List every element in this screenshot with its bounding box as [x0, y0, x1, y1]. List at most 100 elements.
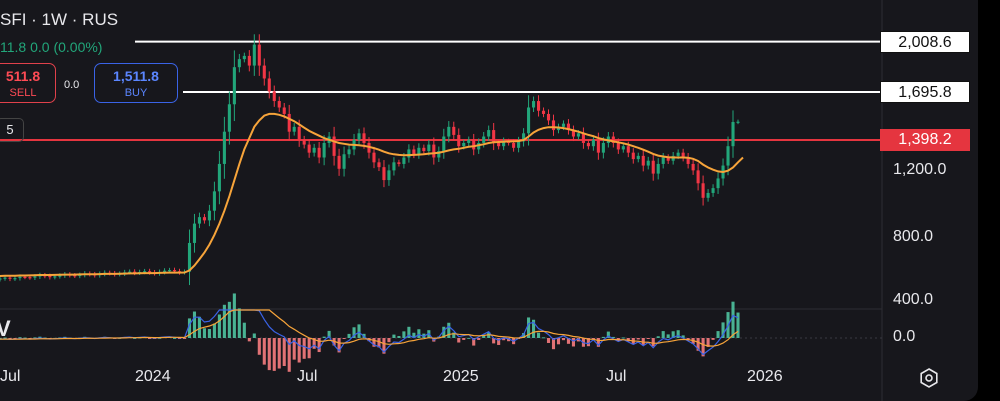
candle-body: [512, 142, 516, 148]
price-change: 11.8 0.0 (0.00%): [0, 39, 103, 55]
candle-body: [586, 142, 590, 147]
osc-histogram-bar: [716, 331, 720, 338]
osc-histogram-bar: [172, 337, 177, 339]
osc-histogram-bar: [197, 316, 202, 338]
moving-average-line: [0, 112, 744, 277]
osc-histogram-bar: [372, 338, 376, 347]
osc-histogram-bar: [18, 337, 22, 339]
candle-body: [58, 275, 62, 277]
candle-body: [581, 133, 585, 143]
osc-histogram-bar: [252, 333, 256, 338]
osc-histogram-bar: [611, 336, 615, 338]
osc-histogram-bar: [397, 335, 401, 338]
buy-price: 1,511.8: [113, 68, 159, 84]
candle-body: [522, 133, 526, 142]
candle-body: [133, 271, 137, 273]
osc-histogram-bar: [267, 338, 271, 371]
candle-body: [651, 160, 655, 174]
osc-histogram-bar: [212, 323, 216, 338]
candle-body: [636, 155, 640, 160]
candle-body: [502, 141, 506, 147]
candle-body: [427, 144, 431, 152]
candle-body: [362, 133, 366, 143]
candle-body: [23, 276, 27, 279]
osc-histogram-bar: [237, 308, 241, 338]
candle-body: [197, 217, 202, 224]
sell-price: 511.8: [5, 68, 41, 84]
osc-histogram-bar: [327, 330, 331, 338]
tv-logo-icon: V: [0, 316, 11, 341]
candle-body: [422, 147, 426, 152]
candle-body: [48, 276, 52, 278]
candle-body: [407, 149, 411, 158]
osc-histogram-bar: [621, 337, 625, 339]
candle-body: [551, 120, 556, 131]
candle-body: [192, 223, 197, 243]
spread-value: 0.0: [64, 79, 80, 91]
osc-histogram-bar: [676, 330, 680, 338]
osc-histogram-bar: [681, 335, 685, 338]
osc-histogram-bar: [287, 338, 291, 372]
candle-body: [148, 271, 152, 273]
osc-histogram-bar: [192, 311, 197, 338]
osc-histogram-bar: [457, 338, 461, 343]
y-tick-label: 400.0: [893, 291, 934, 308]
candle-body: [641, 155, 645, 166]
candle-body: [576, 133, 580, 137]
y-tick-label: 800.0: [893, 228, 934, 245]
candle-body: [8, 277, 12, 279]
candle-body: [217, 163, 221, 192]
candle-body: [487, 130, 491, 137]
osc-histogram-bar: [347, 333, 351, 338]
candle-body: [646, 160, 650, 166]
x-tick-label: Jul: [0, 368, 21, 385]
osc-histogram-bar: [0, 338, 2, 339]
candle-body: [257, 44, 261, 66]
candle-body: [222, 131, 226, 164]
candle-body: [591, 139, 595, 147]
osc-histogram-bar: [467, 337, 471, 339]
price-chart[interactable]: [0, 0, 978, 401]
candle-body: [681, 152, 685, 158]
osc-histogram-bar: [292, 338, 296, 360]
osc-histogram-bar: [272, 338, 276, 371]
candle-body: [342, 154, 346, 169]
osc-histogram-bar: [317, 338, 321, 353]
candle-body: [202, 217, 206, 221]
osc-histogram-bar: [606, 331, 610, 338]
candle-body: [716, 178, 720, 189]
osc-histogram-bar: [297, 338, 301, 363]
osc-histogram-bar: [651, 338, 655, 347]
candle-body: [53, 276, 57, 278]
osc-histogram-bar: [337, 338, 341, 353]
osc-histogram-bar: [711, 338, 715, 340]
osc-histogram-bar: [596, 338, 600, 347]
candle-body: [237, 59, 241, 68]
osc-histogram-bar: [342, 338, 346, 339]
y-tick-label: 1,200.0: [893, 161, 947, 178]
osc-histogram-bar: [661, 331, 665, 338]
candle-body: [0, 278, 2, 280]
candle-body: [656, 163, 660, 174]
osc-histogram-bar: [282, 338, 286, 367]
settings-gear-icon[interactable]: [919, 368, 939, 388]
osc-histogram-bar: [666, 334, 670, 338]
candle-body: [616, 142, 620, 150]
candle-body: [437, 151, 441, 158]
candle-body: [621, 146, 625, 150]
candle-body: [13, 278, 17, 280]
candle-body: [447, 126, 451, 137]
candle-body: [541, 110, 546, 114]
candle-body: [442, 136, 446, 152]
candle-body: [492, 130, 496, 143]
sell-button[interactable]: [0, 63, 56, 103]
osc-histogram-bar: [477, 338, 481, 340]
osc-histogram-bar: [33, 337, 37, 339]
osc-histogram-bar: [576, 338, 580, 342]
indicator-param-button[interactable]: 5: [0, 118, 24, 142]
osc-histogram-bar: [601, 336, 605, 338]
buy-button[interactable]: [94, 63, 178, 103]
osc-histogram-bar: [492, 338, 496, 344]
x-tick-label: Jul: [606, 368, 627, 385]
candle-body: [377, 162, 381, 168]
